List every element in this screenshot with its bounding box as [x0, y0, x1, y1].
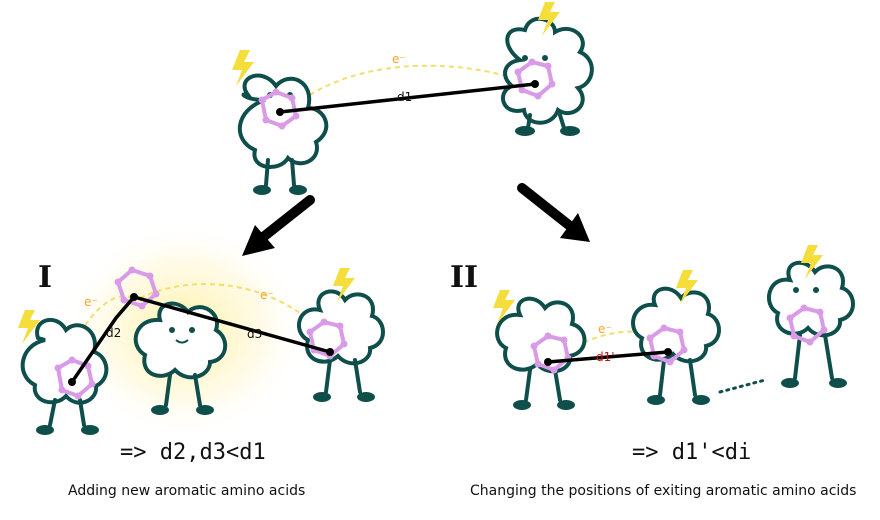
distance-lines-d2-d3: [70, 295, 331, 383]
cloud-protein: [297, 268, 385, 402]
electron-label: e⁻: [598, 322, 612, 336]
top-scene: [232, 2, 594, 195]
cloud-protein: [631, 270, 721, 405]
distance-line-d1-prime: [547, 350, 669, 364]
cloud-protein-moved: [767, 245, 855, 388]
cloud-protein: [18, 310, 109, 435]
panel-I-caption: Adding new aromatic amino acids: [68, 483, 306, 499]
arrow-to-panel-II: [517, 183, 590, 242]
panel-II-result: => d1'<di: [632, 440, 752, 465]
lightning-bolt-icon: [538, 2, 560, 36]
lightning-bolt-icon: [232, 50, 254, 86]
lightning-bolt-icon: [493, 290, 515, 324]
panel-I-numeral: I: [38, 260, 53, 295]
movement-dots: [718, 378, 767, 394]
distance-label-d3: d3: [247, 327, 263, 341]
electron-label: e⁻: [392, 52, 406, 66]
cloud-protein: [232, 50, 329, 195]
lightning-bolt-icon: [801, 245, 823, 279]
lightning-bolt-icon: [18, 310, 40, 344]
arrow-to-panel-I: [242, 195, 315, 256]
panel-I-result: => d2,d3<d1: [120, 440, 266, 465]
distance-label-d2: d2: [106, 326, 122, 340]
electron-path: [294, 64, 521, 106]
panel-I-scene: [18, 266, 385, 435]
lightning-bolt-icon: [676, 270, 698, 304]
panel-II-scene: [493, 245, 855, 410]
electron-label: e⁻: [260, 288, 274, 302]
cloud-protein-new: [114, 266, 227, 415]
cloud-protein: [493, 290, 587, 410]
lightning-bolt-icon: [333, 268, 355, 302]
electron-label: e⁻: [84, 295, 98, 309]
electron-path: [139, 283, 326, 336]
distance-label-d1-prime: d1': [596, 350, 615, 364]
panel-II-caption: Changing the positions of exiting aromat…: [470, 483, 857, 499]
distance-line-d1: [279, 82, 536, 114]
panel-II-numeral: II: [450, 260, 479, 295]
cloud-protein: [501, 2, 594, 136]
distance-label-d1: d1: [397, 90, 413, 104]
